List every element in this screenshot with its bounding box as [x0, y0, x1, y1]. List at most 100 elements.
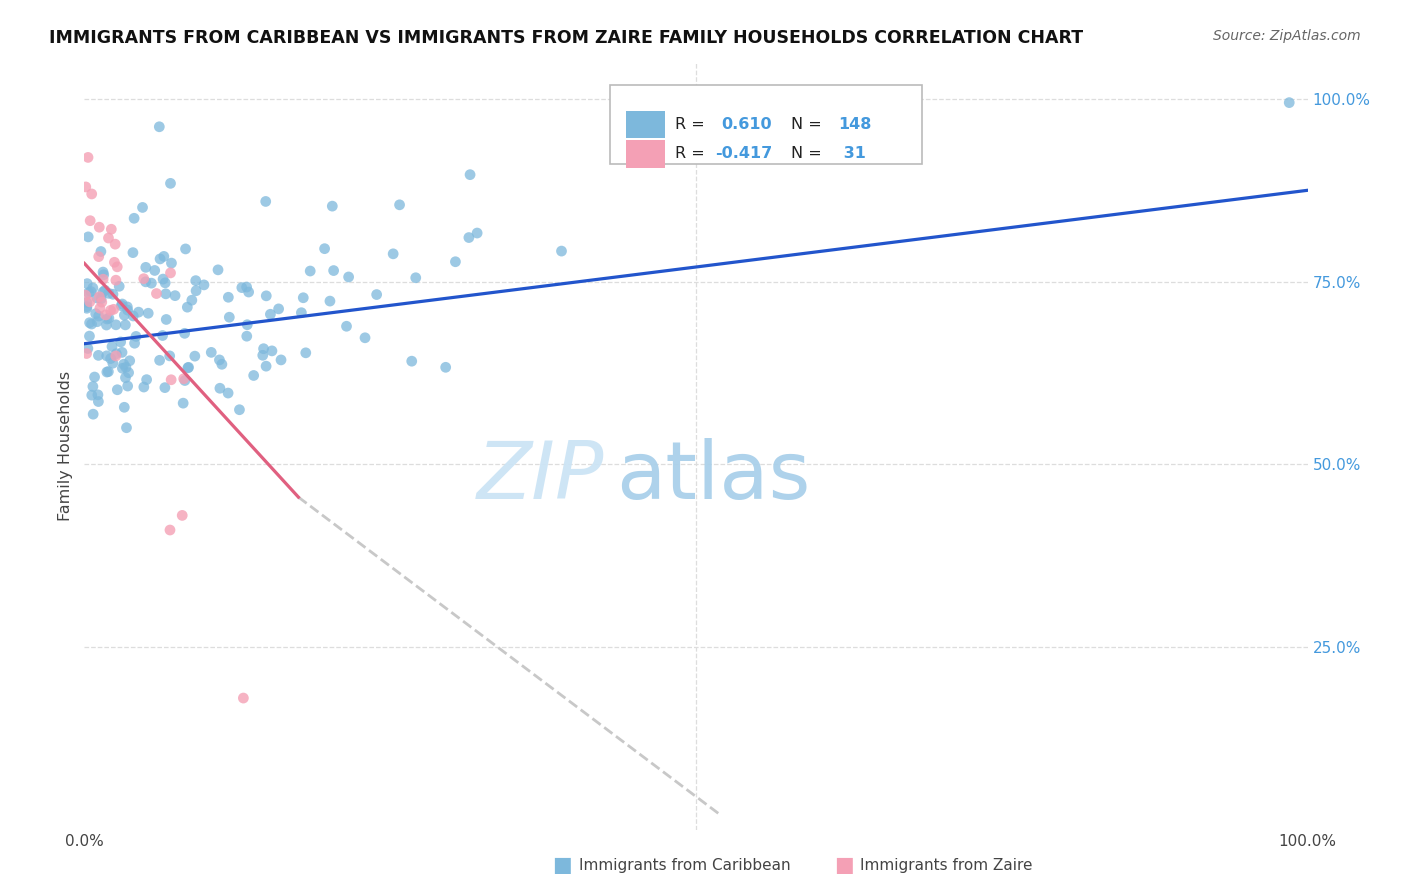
Point	[314, 242, 336, 256]
Point	[252, 342, 274, 356]
Y-axis label: Family Households: Family Households	[58, 371, 73, 521]
Text: ■: ■	[834, 855, 853, 875]
Point	[101, 340, 124, 354]
Point	[124, 336, 146, 351]
Point	[104, 273, 127, 287]
Point	[177, 360, 200, 375]
Point	[290, 306, 312, 320]
Point	[111, 297, 134, 311]
Point	[111, 361, 134, 376]
Point	[103, 302, 125, 317]
Point	[382, 247, 405, 261]
Point	[104, 237, 127, 252]
Point	[160, 373, 183, 387]
Point	[105, 260, 128, 274]
Point	[132, 271, 155, 285]
Text: ■: ■	[553, 855, 572, 875]
Point	[159, 349, 181, 363]
Point	[79, 294, 101, 309]
Point	[82, 379, 104, 393]
Point	[136, 306, 159, 320]
Point	[173, 374, 195, 388]
Point	[87, 394, 110, 409]
Text: atlas: atlas	[616, 438, 811, 516]
Point	[458, 168, 481, 182]
Point	[104, 318, 127, 332]
Point	[77, 342, 100, 356]
Point	[117, 303, 139, 318]
Point	[388, 198, 411, 212]
Point	[135, 373, 157, 387]
Text: R =: R =	[675, 117, 704, 132]
Point	[254, 194, 277, 209]
Point	[114, 318, 136, 332]
Point	[159, 177, 181, 191]
Point	[83, 370, 105, 384]
Point	[160, 256, 183, 270]
Text: -0.417: -0.417	[716, 146, 773, 161]
Point	[80, 317, 103, 331]
Point	[89, 301, 111, 316]
Text: Source: ZipAtlas.com: Source: ZipAtlas.com	[1213, 29, 1361, 43]
Text: 148: 148	[838, 117, 872, 132]
Point	[184, 284, 207, 298]
Point	[89, 290, 111, 304]
Point	[79, 213, 101, 227]
Text: Immigrants from Caribbean: Immigrants from Caribbean	[579, 858, 792, 872]
Point	[238, 285, 260, 299]
Point	[254, 359, 277, 373]
Point	[80, 388, 103, 402]
Point	[172, 508, 194, 523]
Point	[218, 310, 240, 325]
Point	[76, 346, 98, 360]
Point	[97, 286, 120, 301]
Point	[79, 316, 101, 330]
Point	[322, 263, 344, 277]
Point	[122, 211, 145, 226]
Point	[236, 318, 259, 332]
Point	[259, 307, 281, 321]
Point	[101, 287, 124, 301]
Point	[110, 334, 132, 349]
Point	[128, 305, 150, 319]
Text: ZIP: ZIP	[477, 438, 605, 516]
Point	[143, 263, 166, 277]
Point	[75, 180, 97, 194]
Point	[444, 254, 467, 268]
Point	[153, 276, 176, 290]
Point	[86, 291, 108, 305]
Point	[76, 295, 98, 310]
Point	[90, 244, 112, 259]
Point	[254, 289, 277, 303]
Point	[91, 265, 114, 279]
Point	[100, 303, 122, 318]
Point	[75, 288, 97, 302]
Point	[434, 360, 457, 375]
Point	[465, 226, 488, 240]
Point	[117, 379, 139, 393]
Point	[77, 230, 100, 244]
Point	[108, 279, 131, 293]
Text: Immigrants from Zaire: Immigrants from Zaire	[860, 858, 1033, 872]
Point	[93, 268, 115, 282]
Point	[114, 370, 136, 384]
Point	[242, 368, 264, 383]
Point	[149, 353, 172, 368]
Point	[87, 348, 110, 362]
Point	[84, 307, 107, 321]
Point	[90, 295, 112, 310]
Point	[86, 315, 108, 329]
Point	[135, 260, 157, 275]
Point	[115, 421, 138, 435]
Point	[235, 280, 257, 294]
Point	[159, 523, 181, 537]
Point	[299, 264, 322, 278]
Point	[180, 293, 202, 308]
Point	[97, 311, 120, 326]
Point	[82, 407, 104, 421]
Point	[87, 250, 110, 264]
Point	[122, 245, 145, 260]
Point	[97, 231, 120, 245]
Point	[260, 343, 283, 358]
Point	[228, 402, 250, 417]
